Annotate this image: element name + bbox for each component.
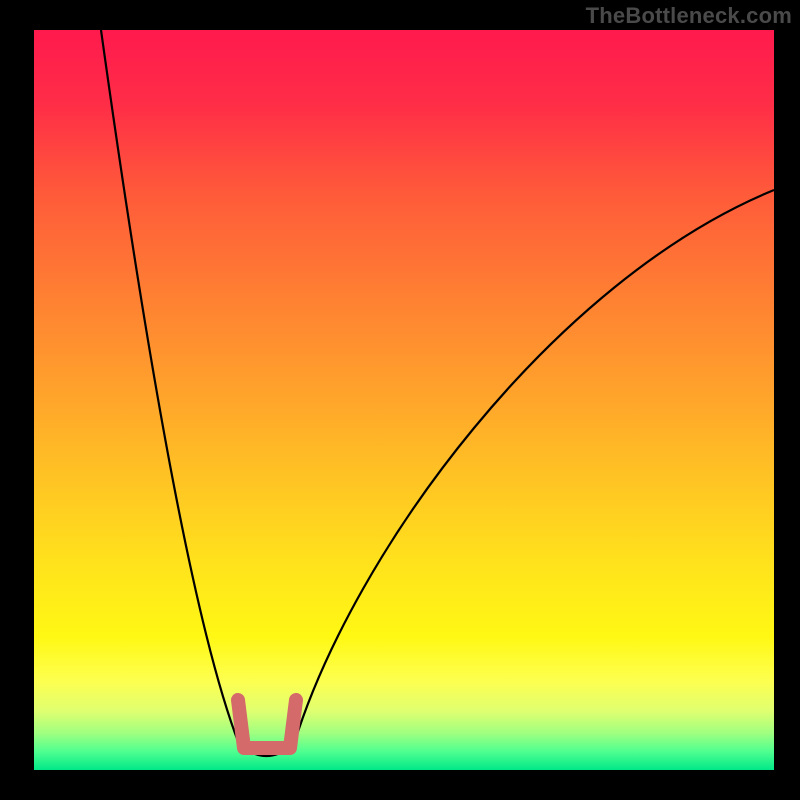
plot-background: [34, 30, 774, 770]
watermark-text: TheBottleneck.com: [586, 3, 792, 29]
bottleneck-curve-chart: [0, 0, 800, 800]
chart-container: TheBottleneck.com: [0, 0, 800, 800]
